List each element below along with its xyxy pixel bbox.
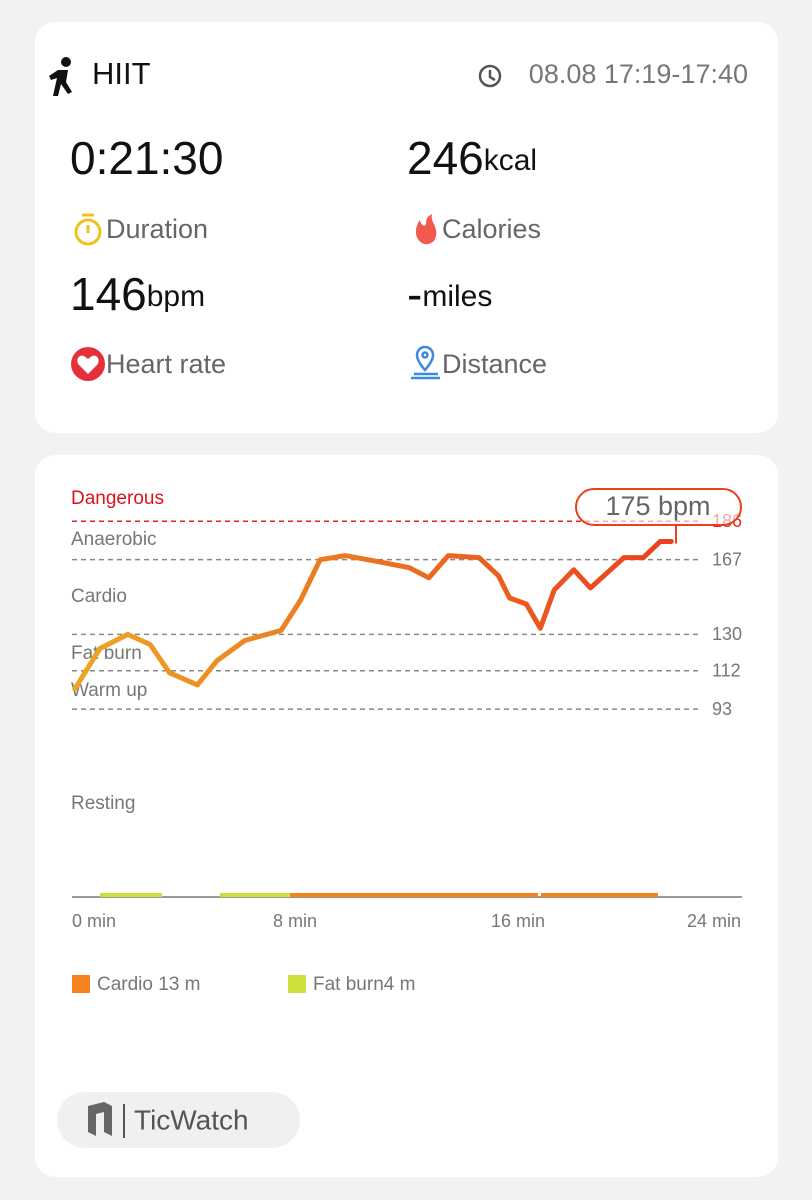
workout-title: HIIT — [92, 56, 151, 91]
stat-label: Heart rate — [106, 349, 226, 379]
stat-value: 246kcal — [407, 132, 537, 184]
brand-logo — [88, 1102, 125, 1138]
stat-value: 0:21:30 — [70, 132, 223, 184]
stat-unit: miles — [422, 280, 492, 313]
x-tick-label: 16 min — [491, 911, 545, 931]
stat-number: 246 — [407, 132, 484, 184]
brand-pill — [57, 1092, 300, 1148]
runner-icon — [49, 57, 72, 96]
legend-label: Cardio 13 m — [97, 974, 201, 995]
zone-label: Resting — [71, 793, 135, 814]
zone-label: Warm up — [71, 680, 147, 701]
workout-time: 08.08 17:19-17:40 — [529, 59, 748, 89]
clock-icon — [478, 64, 502, 88]
stat-number: 146 — [70, 268, 147, 320]
zone-label: Cardio — [71, 586, 127, 607]
heart-rate-line — [72, 539, 674, 692]
stat-label: Calories — [442, 214, 541, 244]
brand-name: TicWatch — [134, 1104, 249, 1135]
stat-unit: kcal — [484, 144, 537, 177]
stat-label: Duration — [106, 214, 208, 244]
y-tick-label: 167 — [712, 549, 742, 569]
heart-icon — [71, 347, 105, 381]
stat-number: - — [407, 268, 422, 320]
legend-swatch — [288, 975, 306, 993]
annotation-box — [575, 488, 742, 526]
stat-value: 146bpm — [70, 268, 205, 320]
stat-value: -miles — [407, 268, 492, 320]
stat-label: Distance — [442, 349, 547, 379]
legend-swatch — [72, 975, 90, 993]
annotation-label: 175 bpm — [605, 491, 710, 521]
zone-label: Dangerous — [71, 488, 164, 509]
stat-unit: bpm — [147, 280, 205, 313]
chart-card — [35, 455, 778, 1177]
x-tick-label: 0 min — [72, 911, 116, 931]
y-tick-label: 112 — [712, 661, 741, 681]
y-tick-label: 93 — [712, 699, 732, 719]
zone-time-bar — [100, 893, 658, 897]
x-tick-label: 24 min — [687, 911, 741, 931]
legend-label: Fat burn4 m — [313, 974, 415, 995]
flame-icon — [415, 214, 437, 245]
zone-label: Anaerobic — [71, 529, 157, 550]
location-icon — [411, 345, 440, 380]
stopwatch-icon — [74, 213, 102, 246]
summary-card — [35, 22, 778, 433]
y-tick-label: 130 — [712, 624, 742, 644]
zone-label: Fat burn — [71, 643, 142, 664]
x-tick-label: 8 min — [273, 911, 317, 931]
